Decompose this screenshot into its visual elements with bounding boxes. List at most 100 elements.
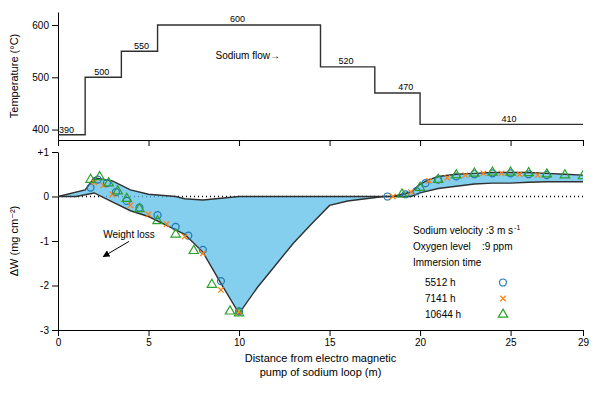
- tick-label: 0: [43, 191, 49, 202]
- scatter-point: [422, 180, 429, 187]
- scatter-point: [535, 172, 540, 177]
- annotation-superscript: -1: [514, 224, 520, 231]
- scatter-point: [470, 168, 479, 176]
- panel: 051015202529-3-2-10+1ΔW (mg cm⁻²)Distanc…: [8, 147, 589, 378]
- axis-line: [58, 13, 59, 141]
- tick-mark: [52, 130, 58, 131]
- marks: [58, 25, 583, 135]
- scatter-point: [433, 174, 442, 182]
- tick-mark: [52, 197, 58, 198]
- annotation: Sodium velocity :3 m s: [413, 225, 513, 236]
- chart-container: 400500600Temperature (°C)500550600520470…: [0, 0, 597, 399]
- chart-svg: 400500600Temperature (°C)500550600520470…: [0, 0, 597, 399]
- band-area: [58, 172, 583, 313]
- tick-mark: [239, 140, 240, 146]
- tick-label: 400: [32, 124, 49, 135]
- tick-mark: [52, 152, 58, 153]
- tick-mark: [52, 330, 58, 331]
- annotation: 390: [59, 125, 74, 135]
- axis-line: [59, 330, 584, 331]
- scatter-point: [146, 212, 151, 217]
- legend-label: 10644 h: [425, 309, 461, 320]
- legend: 5512 h 7141 h 10644 h: [425, 277, 508, 320]
- legend-symbol: [500, 279, 507, 286]
- annotation: 520: [339, 56, 354, 66]
- scatter-point: [200, 251, 205, 256]
- tick-mark: [52, 241, 58, 242]
- tick-mark: [52, 25, 58, 26]
- scatter-point: [517, 172, 522, 177]
- tick-mark: [58, 140, 59, 146]
- tick: -1: [40, 236, 58, 247]
- x-axis: [59, 140, 584, 146]
- tick-mark: [583, 140, 584, 146]
- marks: [58, 167, 583, 316]
- band-upper-line: [58, 172, 583, 200]
- scatter-point: [207, 279, 216, 287]
- tick: 400: [32, 124, 58, 135]
- scatter-point: [153, 216, 162, 224]
- scatter-point: [104, 178, 113, 186]
- x-axis: 051015202529: [56, 330, 590, 348]
- scatter-point: [506, 167, 515, 175]
- scatter-point: [87, 184, 94, 191]
- annotation: 410: [502, 114, 517, 124]
- scatter-point: [481, 171, 486, 176]
- axis-line: [59, 140, 584, 141]
- scatter-point: [182, 234, 187, 239]
- scatter-point: [113, 186, 122, 194]
- annotation: 500: [94, 67, 109, 77]
- tick: [330, 140, 331, 146]
- scatter-point: [199, 246, 206, 253]
- x-axis-title: Distance from electro magnetic: [245, 352, 397, 364]
- scatter-point: [128, 203, 133, 208]
- tick-label: +1: [38, 147, 50, 158]
- tick: 5: [146, 330, 152, 348]
- tick-mark: [583, 330, 584, 336]
- tick: 600: [32, 20, 58, 31]
- scatter-point: [488, 167, 497, 175]
- tick-label: -2: [40, 280, 49, 291]
- tick-label: 25: [506, 337, 518, 348]
- tick-label: 15: [324, 337, 336, 348]
- tick-mark: [420, 330, 421, 336]
- tick-mark: [52, 77, 58, 78]
- tick: [420, 140, 421, 146]
- annotation: Oxygen level :9 ppm: [413, 241, 513, 252]
- tick: 0: [56, 330, 62, 348]
- scatter-point: [218, 287, 223, 292]
- scatter-point: [452, 170, 461, 178]
- scatter-point: [122, 193, 131, 201]
- legend-symbol: [498, 309, 507, 317]
- scatter-point: [499, 171, 504, 176]
- scatter-point: [415, 182, 424, 190]
- tick-mark: [330, 330, 331, 336]
- scatter-point: [524, 168, 533, 176]
- annotation: Immersion time: [413, 257, 482, 268]
- scatter-point: [225, 306, 234, 314]
- tick-mark: [58, 330, 59, 336]
- line: [58, 25, 583, 135]
- tick-mark: [511, 140, 512, 146]
- scatter-point: [560, 170, 569, 178]
- legend-label: 5512 h: [425, 277, 456, 288]
- tick: 29: [578, 330, 590, 348]
- scatter-point: [426, 178, 431, 183]
- legend-label: 7141 h: [425, 293, 456, 304]
- y-axis-title: ΔW (mg cm⁻²): [8, 206, 20, 277]
- scatter-point: [578, 171, 583, 179]
- tick-label: 500: [32, 72, 49, 83]
- annotation: 600: [230, 14, 245, 24]
- tick-mark: [511, 330, 512, 336]
- scatter-point: [171, 229, 180, 237]
- tick: 15: [324, 330, 336, 348]
- annotation-arrow: [103, 241, 129, 256]
- scatter-point: [408, 189, 413, 194]
- scatter-point: [397, 189, 406, 197]
- scatter-point: [135, 204, 144, 212]
- x-axis-title: pump of sodium loop (m): [260, 366, 382, 378]
- tick: -3: [40, 325, 58, 336]
- scatter-point: [463, 172, 468, 177]
- scatter-point: [86, 174, 95, 182]
- tick-mark: [239, 330, 240, 336]
